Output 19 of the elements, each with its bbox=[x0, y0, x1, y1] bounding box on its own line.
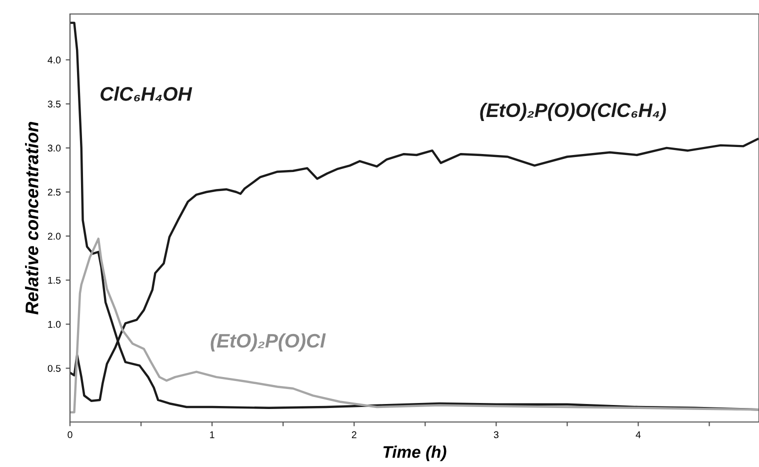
y-tick-label: 3.5 bbox=[48, 100, 61, 108]
x-axis-title: Time (h) bbox=[383, 446, 446, 462]
y-tick-label: 2.0 bbox=[48, 232, 61, 240]
series-label: ClC₆H₄OH bbox=[100, 86, 192, 102]
x-tick-label: 1 bbox=[210, 431, 214, 438]
line-series bbox=[70, 238, 759, 414]
y-tick-label: 1.0 bbox=[48, 320, 61, 328]
series-label: (EtO)₂P(O)O(ClC₆H₄) bbox=[480, 102, 666, 121]
y-tick-label: 4.0 bbox=[48, 56, 61, 64]
x-tick-label: 3 bbox=[494, 431, 498, 438]
x-tick-label: 4 bbox=[636, 431, 641, 438]
y-tick-label: 1.5 bbox=[48, 276, 61, 284]
x-tick-label: 0 bbox=[68, 431, 72, 438]
y-tick-label: 2.5 bbox=[48, 188, 61, 196]
x-tick-label: 2 bbox=[352, 431, 356, 438]
series-label: (EtO)₂P(O)Cl bbox=[210, 333, 326, 352]
y-tick-label: 0.5 bbox=[48, 364, 61, 372]
y-axis-title: Relative concentration bbox=[25, 122, 38, 314]
y-tick-label: 3.0 bbox=[48, 144, 61, 152]
